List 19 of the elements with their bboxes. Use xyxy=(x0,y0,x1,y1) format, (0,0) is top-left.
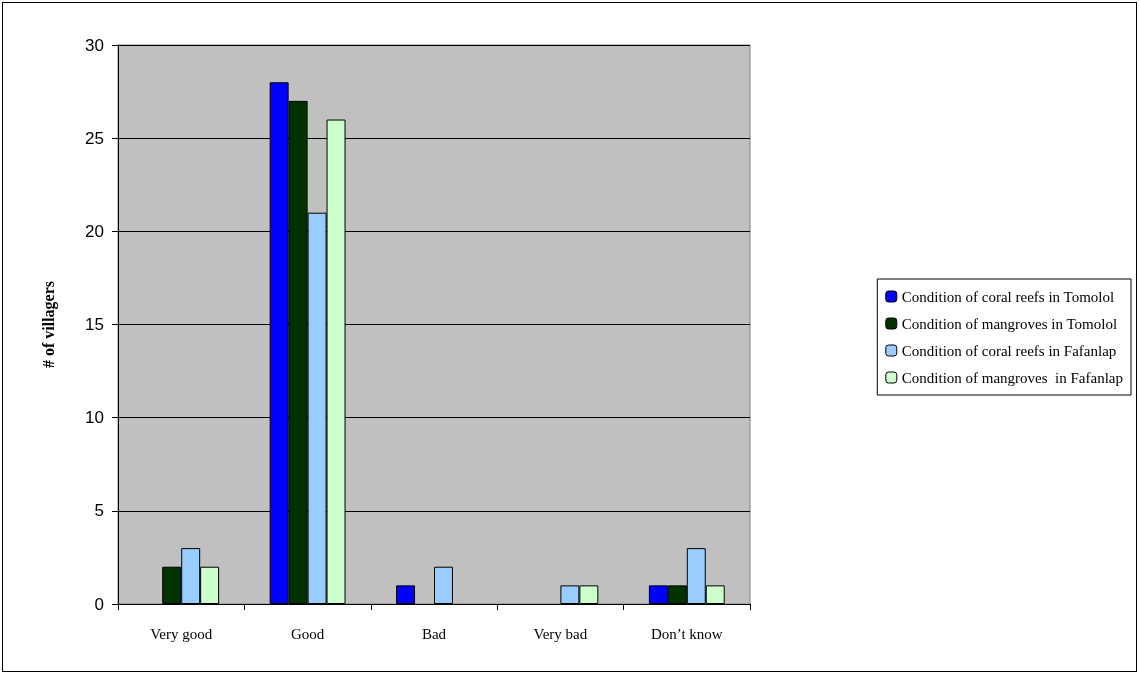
legend-label: Condition of coral reefs in Fafanlap xyxy=(901,342,1117,359)
legend-label: Condition of coral reefs in Tomolol xyxy=(901,288,1115,305)
x-tick-label: Very good xyxy=(150,625,213,642)
legend-label: Condition of mangroves in Fafanlap xyxy=(901,369,1124,386)
y-tick-label: 25 xyxy=(85,128,104,148)
x-tick-label: Bad xyxy=(421,625,447,642)
bar xyxy=(434,566,453,604)
y-axis-title: # of villagers xyxy=(39,280,58,369)
y-tick-label: 15 xyxy=(85,315,104,334)
y-tick-label: 5 xyxy=(94,501,104,521)
x-tick-label: Very bad xyxy=(533,625,588,642)
x-tick-label: Don’t know xyxy=(650,625,723,642)
legend-label: Condition of mangroves in Tomolol xyxy=(901,315,1118,332)
y-tick-label: 10 xyxy=(85,408,104,428)
y-tick-label: 30 xyxy=(85,35,104,55)
y-tick-label: 20 xyxy=(85,221,104,241)
bar xyxy=(396,585,416,604)
x-tick-label: Good xyxy=(290,625,325,642)
y-tick-label: 0 xyxy=(94,594,104,614)
